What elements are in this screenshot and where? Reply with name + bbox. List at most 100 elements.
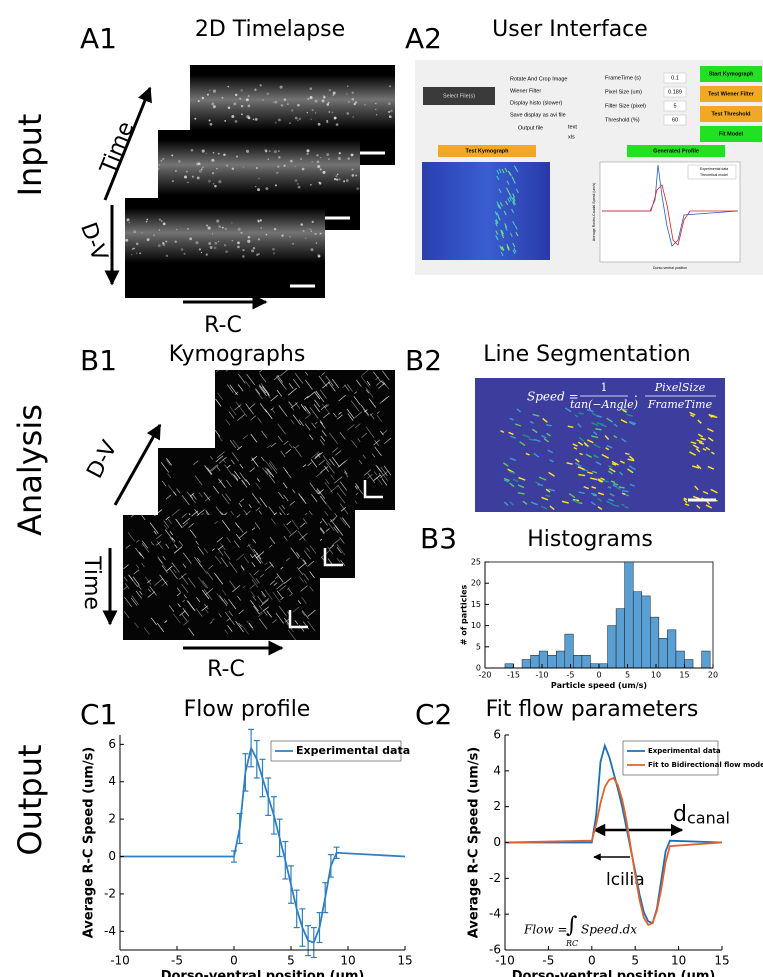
ui-button[interactable] <box>423 87 495 105</box>
streak <box>226 618 231 622</box>
speckle <box>375 108 377 110</box>
speckle <box>294 178 298 182</box>
segment <box>529 420 534 424</box>
ui-button[interactable] <box>700 66 762 82</box>
chart: -20 -15 -10 -5 0 5 10 15 20 0 5 10 15 20 25 Particle sp… <box>460 558 718 691</box>
streak <box>218 613 222 618</box>
streak <box>269 580 276 585</box>
streak <box>304 395 309 400</box>
streak <box>276 573 284 583</box>
streak <box>209 464 218 472</box>
streak <box>337 484 346 496</box>
streak <box>347 424 355 431</box>
streak <box>253 605 260 615</box>
speckle <box>146 218 149 221</box>
streak <box>324 482 334 494</box>
streak <box>176 592 181 597</box>
segment <box>532 413 540 417</box>
streak <box>181 583 189 594</box>
segment <box>707 465 715 470</box>
streak <box>340 506 347 512</box>
streak <box>204 588 214 596</box>
streak <box>496 169 500 175</box>
speckle <box>187 228 189 230</box>
segment <box>710 415 718 418</box>
streak <box>375 376 380 381</box>
streak <box>268 506 276 516</box>
streak <box>307 620 316 631</box>
ui-label: Pixel Size (um) <box>605 89 642 95</box>
segment <box>590 492 597 496</box>
speckle <box>333 116 337 120</box>
streak <box>196 509 205 517</box>
speckle <box>158 229 161 231</box>
speckle <box>355 174 358 177</box>
streak <box>258 385 267 397</box>
streak <box>276 582 285 590</box>
streak <box>300 557 308 568</box>
ui-input[interactable] <box>663 114 687 126</box>
streak <box>499 202 503 207</box>
speckle <box>221 96 224 99</box>
streak <box>149 586 157 596</box>
streak <box>124 583 130 590</box>
streak <box>229 618 235 626</box>
streak <box>338 411 342 415</box>
speckle <box>187 181 189 184</box>
speckle <box>298 117 302 121</box>
streak <box>295 448 302 457</box>
streak <box>130 597 138 606</box>
streak <box>294 402 301 409</box>
streak <box>501 168 505 174</box>
speckle <box>333 178 337 181</box>
streak <box>176 587 182 593</box>
streak <box>277 423 286 435</box>
ui-input[interactable] <box>663 86 687 98</box>
speckle <box>231 115 235 118</box>
streak <box>239 531 248 539</box>
streak <box>141 542 150 553</box>
speckle <box>311 161 314 163</box>
y-tick-label: -4 <box>104 924 116 938</box>
ui-button[interactable] <box>700 126 762 142</box>
ui-input[interactable] <box>663 100 687 112</box>
streak <box>157 556 163 564</box>
streak <box>382 370 390 381</box>
streak <box>253 570 260 576</box>
speckle <box>252 246 256 250</box>
speckle <box>206 93 209 96</box>
streak <box>269 460 278 471</box>
streak <box>181 513 188 518</box>
streak <box>340 481 348 491</box>
speckle <box>196 176 200 180</box>
segment <box>508 431 514 436</box>
streak <box>226 537 232 543</box>
speckle <box>319 156 322 159</box>
streak <box>495 230 499 235</box>
streak <box>179 610 186 616</box>
streak <box>380 466 388 476</box>
panel-label: C2 <box>415 698 452 731</box>
streak <box>284 469 292 479</box>
segment <box>578 436 585 442</box>
speckle <box>201 96 205 100</box>
streak <box>259 368 264 373</box>
speckle <box>375 102 377 105</box>
ui-option: Save display as avi file <box>510 112 566 118</box>
x-tick-label: -15 <box>507 671 520 680</box>
streak <box>261 385 270 397</box>
streak <box>156 541 163 550</box>
y-tick-label: 4 <box>493 763 501 777</box>
speckle <box>388 115 392 119</box>
ui-button[interactable] <box>700 86 762 102</box>
streak <box>494 211 498 216</box>
ui-input[interactable] <box>663 72 687 84</box>
streak <box>252 538 257 544</box>
panel-title: Line Segmentation <box>483 342 690 367</box>
ui-button[interactable] <box>700 106 762 122</box>
streak <box>269 544 273 548</box>
streak <box>512 201 515 206</box>
streak <box>380 430 384 436</box>
axis-annotation: R-C <box>204 313 242 338</box>
bar <box>658 638 668 669</box>
